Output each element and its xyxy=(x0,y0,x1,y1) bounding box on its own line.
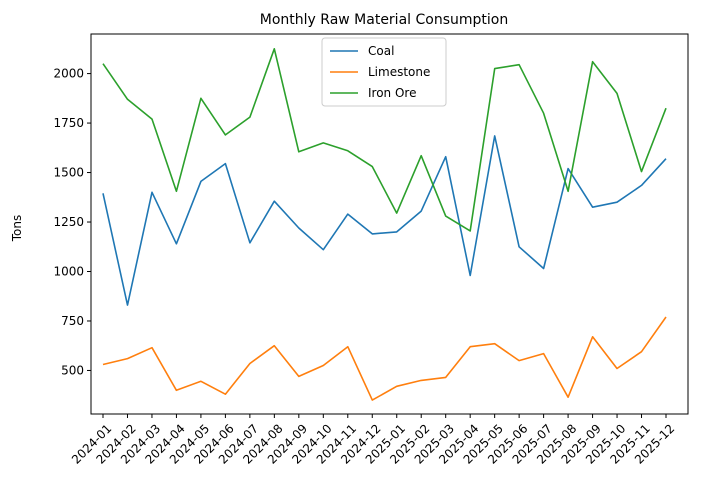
chart-title: Monthly Raw Material Consumption xyxy=(260,12,508,28)
plot-area xyxy=(90,33,689,415)
plot-frame xyxy=(90,33,689,415)
legend-box xyxy=(321,37,447,107)
y-tick-label: 1000 xyxy=(53,265,84,279)
legend-label: Limestone xyxy=(368,65,430,79)
y-tick-label: 500 xyxy=(61,363,84,377)
y-axis-label: Tons xyxy=(10,215,24,243)
legend: Coal Limestone Iron Ore xyxy=(321,37,447,107)
y-tick-label: 1500 xyxy=(53,166,84,180)
series-line-coal xyxy=(102,135,667,306)
y-tick-label: 750 xyxy=(61,314,84,328)
y-tick-label: 2000 xyxy=(53,67,84,81)
series-group xyxy=(102,47,667,401)
y-tick-label: 1250 xyxy=(53,215,84,229)
series-line-iron-ore xyxy=(102,47,667,232)
series-line-limestone xyxy=(102,316,667,401)
x-axis: 2024-012024-022024-032024-042024-052024-… xyxy=(69,414,677,467)
legend-label: Iron Ore xyxy=(368,86,416,100)
legend-label: Coal xyxy=(368,44,394,58)
y-tick-label: 1750 xyxy=(53,116,84,130)
y-axis: 500 750 1000 1250 1500 1750 2000 xyxy=(53,67,91,377)
